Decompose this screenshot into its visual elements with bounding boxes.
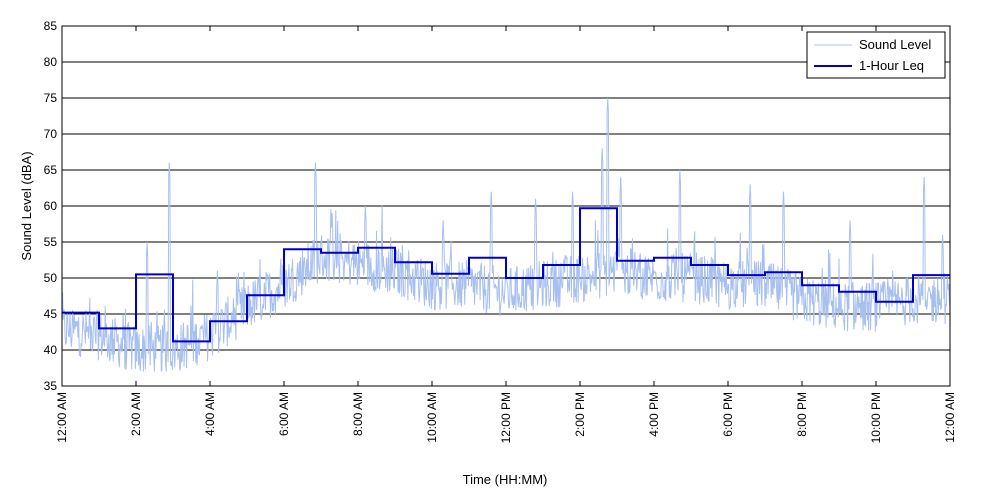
x-tick-label-9: 6:00 PM bbox=[721, 392, 735, 437]
y-tick-label-40: 40 bbox=[44, 343, 58, 357]
legend-box bbox=[806, 31, 946, 79]
legend-label-leq: 1-Hour Leq bbox=[859, 58, 924, 73]
y-tick-label-35: 35 bbox=[44, 379, 58, 393]
y-tick-labels: 35 40 45 50 55 60 65 70 75 80 85 bbox=[44, 19, 58, 393]
y-tick-label-75: 75 bbox=[44, 91, 58, 105]
x-tick-label-4: 8:00 AM bbox=[351, 392, 365, 436]
x-tick-label-11: 10:00 PM bbox=[869, 392, 883, 443]
y-tick-label-45: 45 bbox=[44, 307, 58, 321]
x-tick-label-5: 10:00 AM bbox=[425, 392, 439, 443]
y-tick-label-50: 50 bbox=[44, 271, 58, 285]
legend-label-sound-level: Sound Level bbox=[859, 37, 931, 52]
x-tick-label-6: 12:00 PM bbox=[499, 392, 513, 443]
y-tick-label-85: 85 bbox=[44, 19, 58, 33]
plot-frame bbox=[61, 25, 951, 387]
x-tick-label-2: 4:00 AM bbox=[203, 392, 217, 436]
y-tick-label-70: 70 bbox=[44, 127, 58, 141]
x-tick-label-10: 8:00 PM bbox=[795, 392, 809, 437]
x-axis-label: Time (HH:MM) bbox=[463, 472, 548, 487]
y-tick-label-80: 80 bbox=[44, 55, 58, 69]
y-axis-label: Sound Level (dBA) bbox=[19, 151, 34, 260]
x-tick-label-8: 4:00 PM bbox=[647, 392, 661, 437]
y-tick-label-60: 60 bbox=[44, 199, 58, 213]
x-tick-label-7: 2:00 PM bbox=[573, 392, 587, 437]
legend: Sound Level 1-Hour Leq bbox=[806, 31, 946, 79]
y-tick-label-65: 65 bbox=[44, 163, 58, 177]
x-tick-label-3: 6:00 AM bbox=[277, 392, 291, 436]
y-tick-label-55: 55 bbox=[44, 235, 58, 249]
x-tick-label-1: 2:00 AM bbox=[129, 392, 143, 436]
x-tick-label-0: 12:00 AM bbox=[55, 392, 69, 443]
x-tick-labels: 12:00 AM 2:00 AM 4:00 AM 6:00 AM 8:00 AM 10:0… bbox=[55, 392, 957, 443]
leq-step-line bbox=[62, 207, 950, 343]
x-tick-label-12: 12:00 AM bbox=[943, 392, 957, 443]
